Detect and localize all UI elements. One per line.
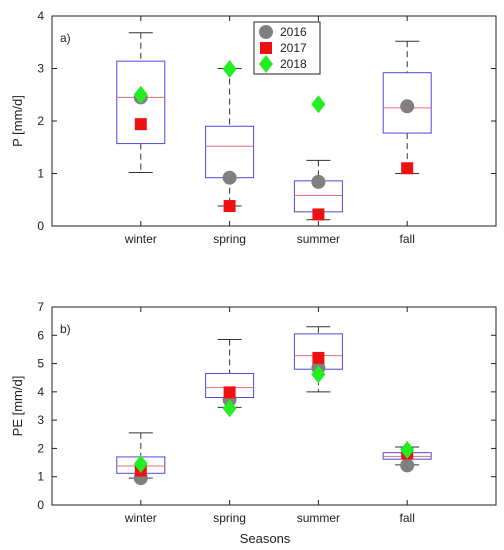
y-tick-label: 0 bbox=[37, 498, 44, 512]
x-tick-label-fall: fall bbox=[400, 232, 415, 246]
x-tick-label-spring: spring bbox=[213, 232, 246, 246]
x-tick-label-summer: summer bbox=[297, 511, 340, 525]
y-tick-label: 1 bbox=[37, 167, 44, 181]
box-iqr bbox=[382, 72, 432, 134]
box-winter bbox=[116, 32, 166, 173]
legend: 2016 2017 2018 bbox=[253, 21, 321, 75]
x-tick-label-summer: summer bbox=[297, 232, 340, 246]
y-tick-label: 3 bbox=[37, 62, 44, 76]
y-tick-label: 2 bbox=[37, 114, 44, 128]
box-spring bbox=[205, 68, 255, 207]
box-iqr bbox=[116, 60, 166, 145]
marker-2018-fall bbox=[400, 440, 415, 459]
legend-label-2016: 2016 bbox=[280, 25, 307, 39]
y-tick-label: 0 bbox=[37, 219, 44, 233]
marker-2018-summer bbox=[311, 95, 326, 114]
y-tick-label: 6 bbox=[37, 328, 44, 342]
x-tick-label-fall: fall bbox=[400, 511, 415, 525]
legend-marker-2016 bbox=[259, 25, 273, 39]
x-tick-label-spring: spring bbox=[213, 511, 246, 525]
y-tick-label: 2 bbox=[37, 441, 44, 455]
marker-2017-fall bbox=[401, 162, 414, 175]
panel-label: a) bbox=[60, 31, 71, 45]
marker-2016-fall bbox=[400, 458, 415, 473]
plot-frame bbox=[51, 306, 497, 506]
y-tick-label: 4 bbox=[37, 385, 44, 399]
panel-label: b) bbox=[60, 322, 71, 336]
legend-marker-2018 bbox=[259, 55, 273, 73]
x-tick-label-winter: winter bbox=[124, 511, 157, 525]
marker-2017-summer bbox=[312, 208, 325, 221]
panel-precipitation: 0 1 2 3 4 winter spring summer fall P [mm/d] a) 201… bbox=[10, 9, 497, 246]
marker-2018-summer bbox=[311, 365, 326, 384]
x-axis-label: Seasons bbox=[240, 531, 291, 546]
y-tick-label: 4 bbox=[37, 9, 44, 23]
legend-label-2018: 2018 bbox=[280, 57, 307, 71]
y-axis-label: P [mm/d] bbox=[10, 95, 25, 147]
y-tick-label: 7 bbox=[37, 300, 44, 314]
marker-2018-spring bbox=[222, 60, 237, 79]
marker-2016-fall bbox=[400, 99, 415, 114]
marker-2018-winter bbox=[133, 85, 148, 104]
marker-2017-summer bbox=[312, 351, 325, 364]
y-tick-label: 3 bbox=[37, 413, 44, 427]
y-tick-label: 1 bbox=[37, 470, 44, 484]
y-axis-label: PE [mm/d] bbox=[10, 376, 25, 437]
y-tick-label: 5 bbox=[37, 357, 44, 371]
marker-2018-winter bbox=[133, 454, 148, 473]
marker-2017-spring bbox=[223, 386, 236, 399]
legend-label-2017: 2017 bbox=[280, 41, 307, 55]
marker-2018-spring bbox=[222, 399, 237, 418]
marker-2016-spring bbox=[222, 170, 237, 185]
marker-2017-winter bbox=[134, 118, 147, 131]
box-iqr bbox=[205, 125, 255, 179]
panel-evaporation: 0 1 2 3 4 5 6 7 winter spring summer fall PE [mm/d] b… bbox=[10, 300, 497, 525]
marker-2017-spring bbox=[223, 200, 236, 213]
x-tick-label-winter: winter bbox=[124, 232, 157, 246]
marker-2016-summer bbox=[311, 174, 326, 189]
legend-marker-2017 bbox=[260, 42, 272, 54]
